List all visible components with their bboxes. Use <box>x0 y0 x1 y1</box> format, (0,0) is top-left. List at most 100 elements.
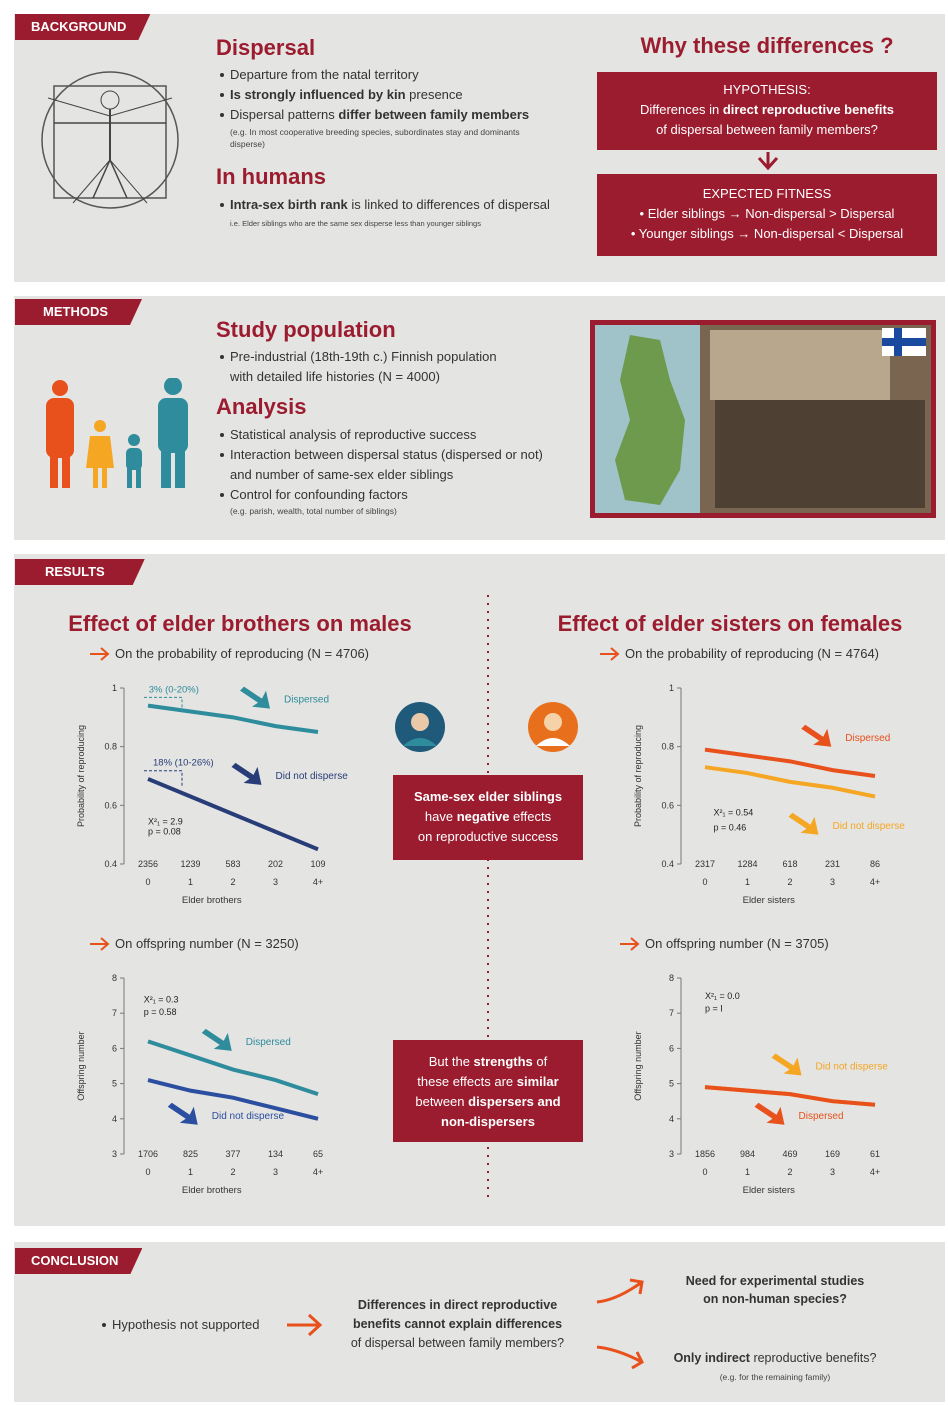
text-line: non-dispersers <box>393 1112 583 1132</box>
series-label: Dispersed <box>246 1037 291 1048</box>
x-tick-label: 2 <box>787 877 792 887</box>
y-tick-label: 0.4 <box>104 859 117 869</box>
text-segment: reproductive benefits? <box>750 1351 876 1365</box>
result-box: But the strengths ofthese effects are si… <box>393 1040 583 1142</box>
text-line: between dispersers and <box>393 1092 583 1112</box>
text-line: HYPOTHESIS: <box>597 80 937 100</box>
x-tick-label: 1 <box>745 877 750 887</box>
text-line: on reproductive success <box>393 827 583 847</box>
text-segment: Need for experimental studies <box>686 1274 865 1288</box>
text-line: Departure from the natal territory <box>218 65 578 85</box>
subtitle-arrow <box>90 938 108 950</box>
y-tick-label: 7 <box>112 1008 117 1018</box>
note: i.e. Elder siblings who are the same sex… <box>230 218 580 230</box>
y-tick-label: 0.6 <box>104 800 117 810</box>
outlook: Need for experimental studies on non-huma… <box>655 1272 895 1308</box>
bullet-list: Departure from the natal territory Is str… <box>218 65 578 125</box>
y-axis-label: Offspring number <box>633 1031 643 1100</box>
sample-size: 1706 <box>138 1149 158 1159</box>
subtitle-arrow <box>620 938 638 950</box>
text-segment: Control for confounding factors <box>230 487 408 502</box>
chart: On the probability of reproducing (N = 4… <box>75 640 405 915</box>
section-tab: METHODS <box>15 299 142 325</box>
chart: On offspring number (N = 3250)345678Offs… <box>75 930 405 1205</box>
statistic: p = I <box>705 1003 723 1013</box>
text-line: on non-human species? <box>655 1290 895 1308</box>
sample-size: 65 <box>313 1149 323 1159</box>
text-segment: of <box>533 1054 547 1069</box>
text-segment: presence <box>406 87 463 102</box>
text-segment: between <box>415 1094 468 1109</box>
bullet-list: Statistical analysis of reproductive suc… <box>218 425 568 505</box>
x-tick-label: 4+ <box>870 1167 880 1177</box>
text-segment: similar <box>517 1074 559 1089</box>
text-segment: Intra-sex birth rank <box>230 197 348 212</box>
bullet-list: Intra-sex birth rank is linked to differ… <box>218 195 578 215</box>
text-segment: benefits cannot explain differences <box>353 1317 562 1331</box>
sample-size: 1284 <box>737 859 757 869</box>
y-tick-label: 7 <box>669 1008 674 1018</box>
x-tick-label: 2 <box>230 877 235 887</box>
text-line: of dispersal between family members? <box>597 120 937 140</box>
bullet: Hypothesis not supported <box>100 1315 290 1335</box>
text-line: benefits cannot explain differences <box>330 1315 585 1334</box>
chart-subtitle: On offspring number (N = 3705) <box>645 936 829 951</box>
x-tick-label: 0 <box>702 877 707 887</box>
y-tick-label: 5 <box>669 1079 674 1089</box>
section-tab: CONCLUSION <box>15 1248 142 1274</box>
sample-size: 134 <box>268 1149 283 1159</box>
x-tick-label: 0 <box>702 1167 707 1177</box>
y-axis-label: Probability of reproducing <box>76 725 86 827</box>
statistic: X²₁ = 0.3 <box>144 995 179 1005</box>
label-arrow <box>801 725 831 747</box>
statistic: p = 0.46 <box>714 822 747 832</box>
series-label: Did not disperse <box>212 1111 285 1122</box>
series-label: Dispersed <box>845 733 890 744</box>
down-arrow <box>755 150 781 174</box>
text-segment: Is strongly influenced by kin <box>230 87 406 102</box>
text-segment: Departure from the natal territory <box>230 67 419 82</box>
statistic: X²₁ = 0.0 <box>705 991 740 1001</box>
subtitle-arrow <box>90 648 108 660</box>
label-arrow <box>789 813 819 835</box>
label-arrow <box>232 763 262 785</box>
text-line: • Younger siblings → Non-dispersal < Dis… <box>597 224 937 244</box>
y-tick-label: 3 <box>669 1149 674 1159</box>
x-tick-label: 3 <box>273 877 278 887</box>
bullet-list: Pre-industrial (18th-19th c.) Finnish po… <box>218 347 518 387</box>
text-line: Control for confounding factors <box>218 485 568 505</box>
text-line: Differences in direct reproductive benef… <box>597 100 937 120</box>
text-line: Is strongly influenced by kin presence <box>218 85 578 105</box>
y-tick-label: 6 <box>112 1043 117 1053</box>
hypothesis-box: HYPOTHESIS: Differences in direct reprodu… <box>597 72 937 150</box>
text-segment: HYPOTHESIS: <box>723 82 810 97</box>
text-segment: • Elder siblings → Non-dispersal > Dispe… <box>640 206 895 221</box>
sample-size: 1856 <box>695 1149 715 1159</box>
y-tick-label: 3 <box>112 1149 117 1159</box>
chart: On offspring number (N = 3705)345678Offs… <box>590 930 920 1205</box>
x-tick-label: 1 <box>745 1167 750 1177</box>
text-line: Same-sex elder siblings <box>393 787 583 807</box>
x-axis-label: Elder brothers <box>182 895 242 906</box>
bullet-list: Hypothesis not supported <box>100 1315 290 1335</box>
family-silhouettes <box>38 378 198 493</box>
text-segment: non-dispersers <box>441 1114 535 1129</box>
heading: Effect of elder sisters on females <box>530 611 930 637</box>
text-segment: is linked to differences of dispersal <box>348 197 550 212</box>
expected-box: EXPECTED FITNESS • Elder siblings → Non-d… <box>597 174 937 256</box>
vitruvian-illustration <box>38 68 183 213</box>
y-tick-label: 6 <box>669 1043 674 1053</box>
text-line: • Elder siblings → Non-dispersal > Dispe… <box>597 204 937 224</box>
sample-size: 109 <box>310 859 325 869</box>
y-tick-label: 0.8 <box>661 742 674 752</box>
text-line: Differences in direct reproductive <box>330 1296 585 1315</box>
text-segment: on reproductive success <box>418 829 558 844</box>
text-segment: Statistical analysis of reproductive suc… <box>230 427 476 442</box>
text-line: EXPECTED FITNESS <box>597 184 937 204</box>
text-segment: • Younger siblings → Non-dispersal < Dis… <box>631 226 903 241</box>
heading: In humans <box>216 164 326 190</box>
text-segment: Differences in <box>640 102 723 117</box>
x-tick-label: 4+ <box>313 877 323 887</box>
label-arrow <box>755 1103 785 1125</box>
